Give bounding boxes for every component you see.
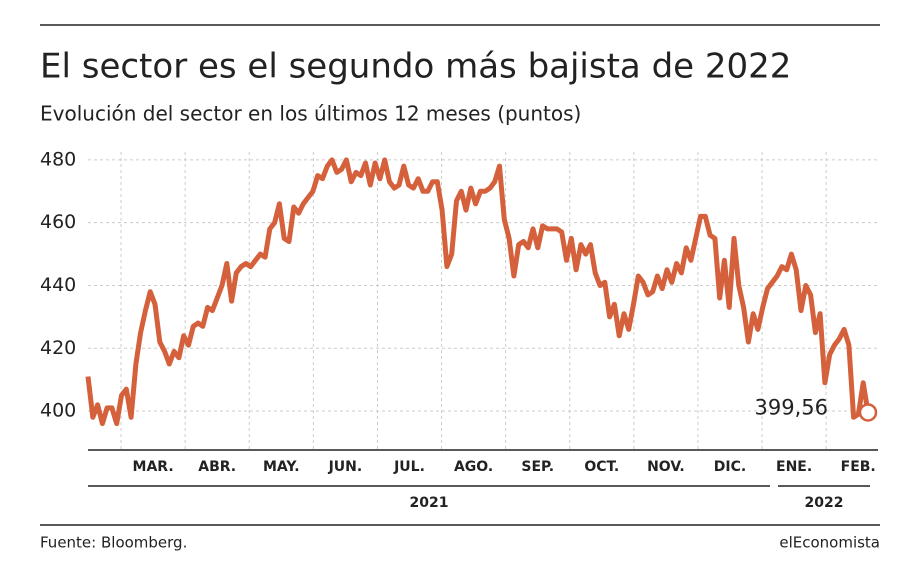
year-label: 2021 <box>410 495 449 511</box>
y-tick-label: 420 <box>40 337 76 359</box>
year-label: 2022 <box>805 495 844 511</box>
last-point <box>858 403 878 422</box>
y-tick-label: 480 <box>40 148 76 170</box>
source: Fuente: Bloomberg. <box>40 534 187 552</box>
y-tick-label: 460 <box>40 211 76 233</box>
x-tick-label: ENE. <box>776 459 812 475</box>
x-tick-label: ABR. <box>198 459 236 475</box>
x-tick-label: OCT. <box>584 459 619 475</box>
y-tick-label: 400 <box>40 400 76 422</box>
last-value-label: 399,56 <box>755 395 828 419</box>
chart-subtitle: Evolución del sector en los últimos 12 m… <box>40 102 581 126</box>
x-tick-label: MAY. <box>263 459 300 475</box>
x-tick-label: JUL. <box>393 459 425 475</box>
brand: elEconomista <box>779 534 880 552</box>
line <box>85 157 871 427</box>
x-tick-label: AGO. <box>454 459 493 475</box>
x-tick-label: NOV. <box>647 459 685 475</box>
x-tick-label: MAR. <box>133 459 174 475</box>
x-tick-label: FEB. <box>841 459 876 475</box>
x-tick-label: JUN. <box>328 459 363 475</box>
x-tick-label: SEP. <box>521 459 554 475</box>
x-tick-label: DIC. <box>714 459 746 475</box>
y-tick-label: 440 <box>40 274 76 296</box>
chart-title: El sector es el segundo más bajista de 2… <box>40 47 791 87</box>
